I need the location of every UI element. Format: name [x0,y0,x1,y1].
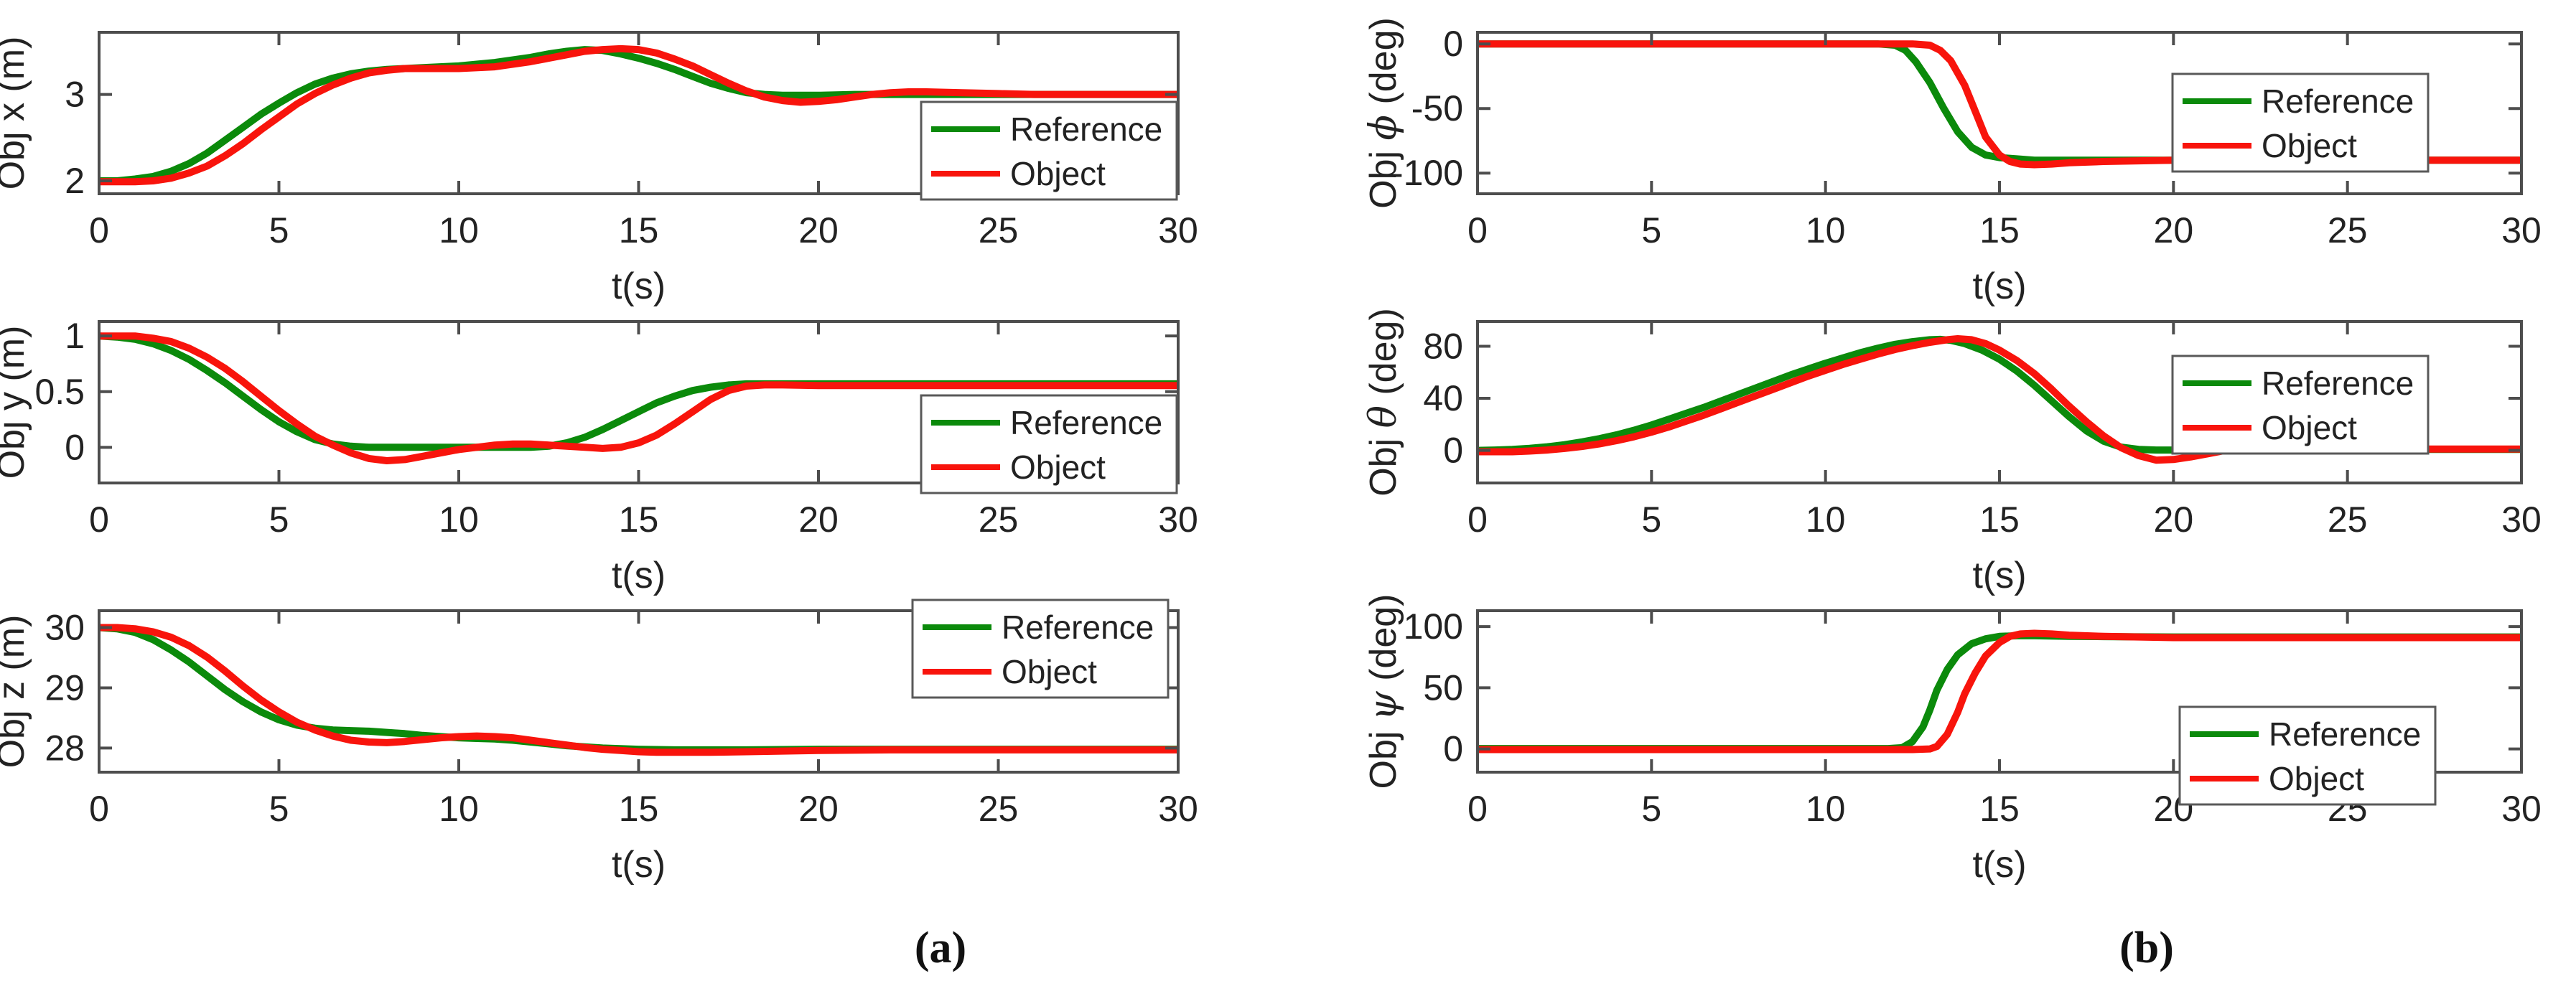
svg-text:20: 20 [2154,499,2194,540]
svg-text:40: 40 [1423,378,1463,418]
chart-obj-theta: 0 5 10 15 20 25 30 0 40 80 t(s) Obj θ (deg) Referenc… [1362,308,2542,596]
svg-text:3: 3 [65,75,85,115]
chart-obj-y: 0 5 10 15 20 25 30 0 0.5 1 t(s) Obj y (m) Reference O… [0,316,1198,596]
svg-text:30: 30 [45,608,85,648]
svg-text:Obj ψ (deg): Obj ψ (deg) [1362,594,1405,789]
svg-text:5: 5 [269,789,289,829]
svg-text:30: 30 [2501,499,2542,540]
svg-text:t(s): t(s) [612,555,666,596]
svg-text:80: 80 [1423,326,1463,366]
svg-text:Reference: Reference [2269,715,2421,753]
svg-text:Object: Object [1010,449,1106,486]
svg-text:Reference: Reference [2262,83,2414,120]
svg-text:0: 0 [1467,499,1488,540]
svg-text:Object: Object [2269,760,2364,797]
svg-text:10: 10 [439,789,479,829]
svg-text:t(s): t(s) [612,266,666,307]
svg-text:15: 15 [619,789,659,829]
svg-text:0: 0 [1443,729,1463,769]
svg-text:2: 2 [65,161,85,201]
svg-text:0: 0 [65,427,85,467]
svg-text:50: 50 [1423,667,1463,708]
svg-text:t(s): t(s) [1972,266,2026,307]
svg-text:-50: -50 [1411,88,1463,128]
caption-a: (a) [914,924,967,972]
svg-text:0: 0 [89,789,109,829]
svg-text:30: 30 [2501,210,2542,250]
svg-text:20: 20 [798,210,839,250]
svg-text:20: 20 [798,789,839,829]
svg-text:Obj z (m): Obj z (m) [0,615,32,769]
svg-text:29: 29 [45,667,85,708]
svg-text:25: 25 [2328,499,2368,540]
svg-text:30: 30 [1158,499,1198,540]
svg-text:10: 10 [439,499,479,540]
svg-text:15: 15 [619,499,659,540]
svg-text:t(s): t(s) [1972,844,2026,886]
svg-text:28: 28 [45,728,85,768]
svg-text:Obj y (m): Obj y (m) [0,326,32,479]
svg-text:t(s): t(s) [612,844,666,886]
svg-text:t(s): t(s) [1972,555,2026,596]
svg-text:Obj θ (deg): Obj θ (deg) [1362,308,1405,497]
svg-text:0: 0 [1443,24,1463,64]
svg-text:Object: Object [2262,409,2357,446]
svg-text:10: 10 [1806,210,1846,250]
svg-text:Object: Object [1010,155,1106,192]
svg-text:0: 0 [1443,431,1463,471]
svg-text:25: 25 [2328,210,2368,250]
svg-text:Obj x (m): Obj x (m) [0,37,32,190]
svg-text:Obj ϕ (deg): Obj ϕ (deg) [1362,17,1405,209]
svg-text:0: 0 [1467,789,1488,829]
chart-obj-x: 0 5 10 15 20 25 30 2 3 t(s) Obj x (m) Reference Obje… [0,31,1198,307]
svg-text:Reference: Reference [2262,365,2414,402]
caption-b: (b) [2119,924,2174,972]
svg-text:1: 1 [65,316,85,356]
svg-text:20: 20 [2154,210,2194,250]
svg-text:5: 5 [1641,789,1661,829]
svg-text:5: 5 [269,210,289,250]
svg-text:15: 15 [1979,789,2020,829]
svg-text:0: 0 [1467,210,1488,250]
svg-text:5: 5 [1641,499,1661,540]
svg-text:30: 30 [2501,789,2542,829]
chart-obj-z: 0 5 10 15 20 25 30 28 29 30 t(s) Obj z (m) Reference… [0,599,1198,886]
svg-text:Reference: Reference [1010,111,1162,148]
svg-text:Reference: Reference [1010,404,1162,441]
svg-text:20: 20 [798,499,839,540]
svg-text:-100: -100 [1391,153,1463,193]
svg-text:25: 25 [979,210,1019,250]
svg-text:15: 15 [1979,499,2020,540]
svg-text:Reference: Reference [1002,609,1154,646]
svg-text:100: 100 [1404,606,1463,647]
svg-text:25: 25 [979,499,1019,540]
svg-text:5: 5 [269,499,289,540]
svg-text:15: 15 [619,210,659,250]
svg-text:Object: Object [2262,127,2357,164]
svg-text:15: 15 [1979,210,2020,250]
svg-text:5: 5 [1641,210,1661,250]
svg-text:30: 30 [1158,210,1198,250]
svg-text:30: 30 [1158,789,1198,829]
svg-text:25: 25 [979,789,1019,829]
svg-text:0: 0 [89,499,109,540]
svg-text:10: 10 [1806,499,1846,540]
svg-text:0.5: 0.5 [34,372,85,412]
svg-text:10: 10 [439,210,479,250]
svg-text:10: 10 [1806,789,1846,829]
svg-text:0: 0 [89,210,109,250]
chart-obj-phi: 0 5 10 15 20 25 30 -100 -50 0 t(s) Obj ϕ (deg) Refer… [1362,17,2542,307]
svg-text:Object: Object [1002,653,1097,690]
